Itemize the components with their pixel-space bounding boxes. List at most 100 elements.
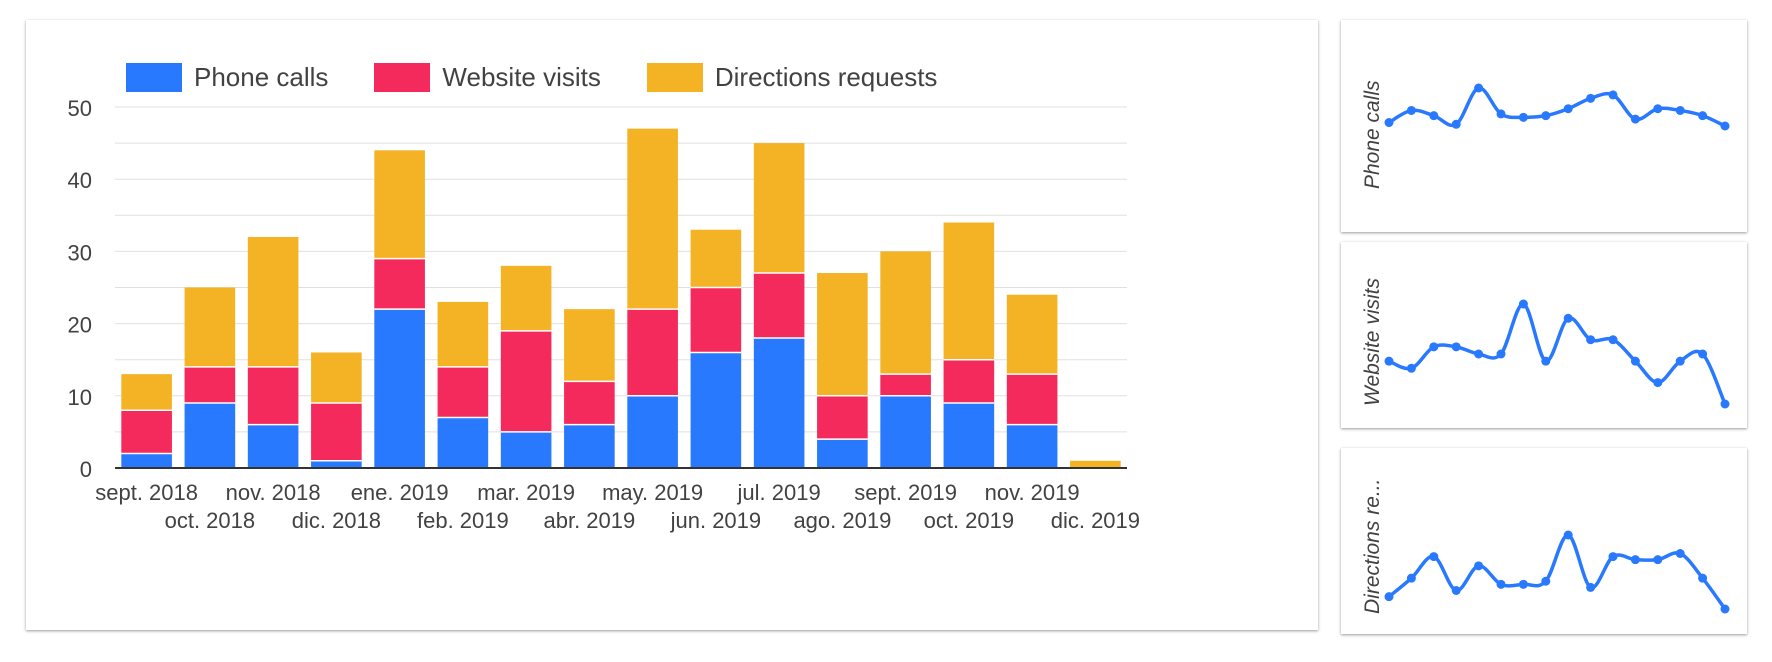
sparkline-point[interactable] — [1541, 111, 1551, 121]
bar-segment-website-visits[interactable] — [121, 410, 172, 454]
bar-segment-directions-requests[interactable] — [500, 265, 552, 331]
bar-segment-phone-calls[interactable] — [564, 424, 615, 468]
bar-segment-directions-requests[interactable] — [437, 301, 489, 367]
sparkline-point[interactable] — [1496, 109, 1506, 119]
bar-segment-website-visits[interactable] — [1006, 374, 1058, 425]
sparkline-point[interactable] — [1630, 356, 1640, 366]
sparkline-point[interactable] — [1563, 530, 1573, 540]
sparkline-point[interactable] — [1451, 119, 1461, 129]
sparkline-point[interactable] — [1563, 313, 1573, 323]
sparkline-point[interactable] — [1496, 579, 1506, 589]
bar-segment-phone-calls[interactable] — [690, 352, 742, 468]
sparkline-label-phone-calls: Phone calls — [1361, 80, 1384, 189]
sparkline-point[interactable] — [1653, 378, 1663, 388]
sparkline-point[interactable] — [1586, 582, 1596, 592]
bar-segment-phone-calls[interactable] — [880, 395, 931, 468]
legend-item-directions-requests[interactable]: Directions requests — [646, 62, 937, 93]
bar-segment-phone-calls[interactable] — [627, 395, 678, 468]
sparkline-point[interactable] — [1586, 335, 1596, 345]
sparkline-point[interactable] — [1630, 555, 1640, 565]
bar-segment-phone-calls[interactable] — [247, 424, 299, 468]
sparkline-point[interactable] — [1474, 349, 1484, 359]
sparkline-point[interactable] — [1720, 604, 1730, 614]
sparkline-point[interactable] — [1384, 592, 1394, 602]
bar-segment-phone-calls[interactable] — [121, 453, 172, 468]
bar-segment-website-visits[interactable] — [564, 381, 615, 425]
bar-segment-directions-requests[interactable] — [311, 352, 362, 404]
bar-segment-directions-requests[interactable] — [880, 251, 931, 375]
bar-segment-directions-requests[interactable] — [374, 150, 425, 259]
sparkline-point[interactable] — [1451, 586, 1461, 595]
sparkline-point[interactable] — [1698, 349, 1708, 359]
bar-segment-website-visits[interactable] — [374, 258, 425, 310]
sparkline-point[interactable] — [1586, 93, 1596, 103]
bar-segment-website-visits[interactable] — [943, 359, 995, 404]
sparkline-label-directions-requests: Directions re... — [1361, 478, 1384, 614]
bar-segment-website-visits[interactable] — [817, 395, 868, 440]
bar-segment-phone-calls[interactable] — [437, 417, 489, 468]
sparkline-point[interactable] — [1429, 552, 1439, 562]
sparkline-point[interactable] — [1608, 552, 1618, 562]
bar-segment-website-visits[interactable] — [880, 374, 931, 396]
bar-segment-phone-calls[interactable] — [311, 460, 362, 468]
sparkline-point[interactable] — [1429, 111, 1439, 121]
sparkline-point[interactable] — [1406, 573, 1416, 583]
bar-segment-website-visits[interactable] — [753, 273, 805, 339]
sparkline-point[interactable] — [1675, 356, 1685, 366]
sparkline-point[interactable] — [1518, 112, 1528, 122]
bar-segment-directions-requests[interactable] — [943, 222, 995, 360]
sparkline-point[interactable] — [1675, 105, 1685, 115]
bar-segment-phone-calls[interactable] — [753, 338, 805, 468]
sparkline-point[interactable] — [1698, 573, 1708, 583]
bar-segment-website-visits[interactable] — [437, 366, 489, 418]
bar-segment-directions-requests[interactable] — [121, 374, 172, 411]
bar-segment-website-visits[interactable] — [500, 330, 552, 432]
bar-segment-directions-requests[interactable] — [184, 287, 236, 367]
sparkline-point[interactable] — [1384, 118, 1394, 128]
sparkline-point[interactable] — [1608, 335, 1618, 345]
sparkline-point[interactable] — [1675, 549, 1685, 558]
bar-segment-phone-calls[interactable] — [184, 403, 236, 468]
bar-segment-phone-calls[interactable] — [374, 309, 425, 468]
sparkline-point[interactable] — [1541, 356, 1551, 366]
sparkline-point[interactable] — [1608, 90, 1618, 100]
bar-segment-directions-requests[interactable] — [1070, 460, 1121, 468]
sparkline-point[interactable] — [1630, 114, 1640, 124]
sparkline-point[interactable] — [1653, 555, 1663, 565]
bar-segment-phone-calls[interactable] — [817, 439, 868, 468]
sparkline-point[interactable] — [1720, 121, 1730, 131]
bar-segment-phone-calls[interactable] — [1006, 424, 1058, 468]
sparkline-point[interactable] — [1474, 561, 1484, 571]
sparkline-point[interactable] — [1563, 104, 1573, 114]
bar-segment-directions-requests[interactable] — [627, 128, 678, 310]
sparkline-point[interactable] — [1451, 342, 1461, 352]
sparkline-point[interactable] — [1474, 83, 1484, 93]
sparkline-point[interactable] — [1406, 363, 1416, 373]
bar-segment-website-visits[interactable] — [627, 309, 678, 396]
sparkline-point[interactable] — [1429, 342, 1439, 352]
sparkline-point[interactable] — [1496, 349, 1506, 359]
bar-segment-website-visits[interactable] — [247, 366, 299, 425]
sparkline-point[interactable] — [1541, 576, 1551, 586]
sparkline-point[interactable] — [1406, 105, 1416, 115]
bar-segment-directions-requests[interactable] — [753, 143, 805, 274]
bar-segment-directions-requests[interactable] — [1006, 294, 1058, 375]
bar-segment-directions-requests[interactable] — [690, 229, 742, 288]
bar-segment-website-visits[interactable] — [311, 403, 362, 461]
sparkline-point[interactable] — [1384, 356, 1394, 366]
bar-segment-directions-requests[interactable] — [564, 309, 615, 382]
sparkline-point[interactable] — [1518, 579, 1528, 589]
legend-item-website-visits[interactable]: Website visits — [374, 62, 601, 93]
bar-segment-phone-calls[interactable] — [500, 431, 552, 468]
sparkline-point[interactable] — [1720, 399, 1730, 409]
bar-segment-website-visits[interactable] — [690, 287, 742, 353]
bar-segment-website-visits[interactable] — [184, 366, 236, 404]
bar-segment-phone-calls[interactable] — [943, 403, 995, 468]
sparkline-point[interactable] — [1518, 299, 1528, 309]
bar-segment-directions-requests[interactable] — [247, 236, 299, 367]
sparkline-point[interactable] — [1698, 111, 1708, 121]
x-tick-label: ene. 2019 — [351, 480, 449, 505]
legend-item-phone-calls[interactable]: Phone calls — [126, 62, 328, 93]
bar-segment-directions-requests[interactable] — [817, 273, 868, 396]
sparkline-point[interactable] — [1653, 104, 1663, 114]
